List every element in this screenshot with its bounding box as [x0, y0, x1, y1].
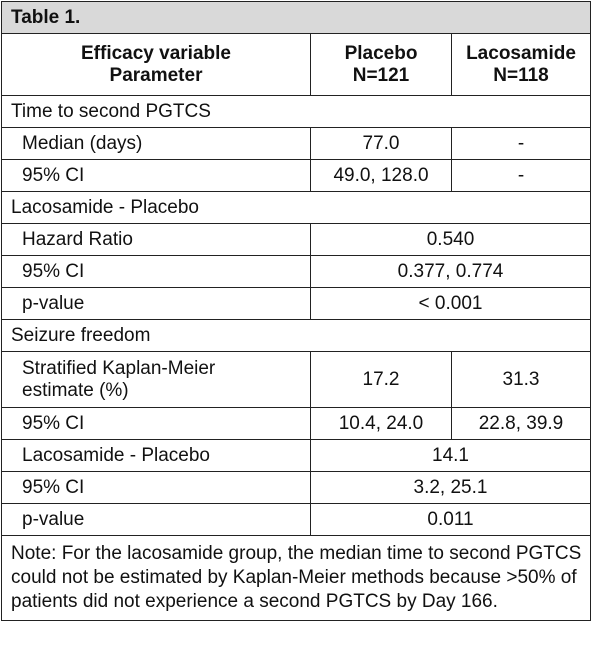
merged-value: 0.377, 0.774: [310, 255, 591, 288]
table-row: Time to second PGTCS: [1, 95, 591, 128]
header-col1-line1: Efficacy variable: [81, 42, 231, 64]
header-col1-line2: Parameter: [109, 64, 203, 86]
table-row: Seizure freedom: [1, 319, 591, 352]
row-label-line1: Stratified Kaplan-Meier: [22, 357, 216, 379]
table-caption: Table 1.: [1, 1, 591, 34]
merged-value: < 0.001: [310, 287, 591, 320]
table-row: 95% CI 3.2, 25.1: [1, 471, 591, 504]
header-col2-line1: Placebo: [344, 42, 418, 64]
merged-value: 0.540: [310, 223, 591, 256]
merged-value: 3.2, 25.1: [310, 471, 591, 504]
table-row: Lacosamide - Placebo 14.1: [1, 439, 591, 472]
placebo-value: 49.0, 128.0: [310, 159, 452, 192]
table-row: Median (days) 77.0 -: [1, 127, 591, 160]
row-label: Lacosamide - Placebo: [1, 439, 311, 472]
placebo-value: 10.4, 24.0: [310, 407, 452, 440]
lacosamide-value: -: [451, 127, 591, 160]
table-row: p-value 0.011: [1, 503, 591, 536]
table-caption-row: Table 1.: [1, 1, 591, 34]
row-label: Median (days): [1, 127, 311, 160]
placebo-value: 17.2: [310, 351, 452, 408]
efficacy-table: Table 1. Efficacy variable Parameter Pla…: [1, 1, 591, 621]
lacosamide-value: 22.8, 39.9: [451, 407, 591, 440]
row-label-line2: estimate (%): [22, 379, 129, 401]
row-label: 95% CI: [1, 255, 311, 288]
header-col3-line1: Lacosamide: [466, 42, 576, 64]
table-header-row: Efficacy variable Parameter Placebo N=12…: [1, 33, 591, 96]
table-note-row: Note: For the lacosamide group, the medi…: [1, 535, 591, 621]
table-row: p-value < 0.001: [1, 287, 591, 320]
row-label: Hazard Ratio: [1, 223, 311, 256]
table-row: 95% CI 0.377, 0.774: [1, 255, 591, 288]
table-note: Note: For the lacosamide group, the medi…: [1, 535, 591, 621]
table-row: 95% CI 10.4, 24.0 22.8, 39.9: [1, 407, 591, 440]
table-row: Lacosamide - Placebo: [1, 191, 591, 224]
section-heading: Seizure freedom: [1, 319, 591, 352]
row-label: 95% CI: [1, 471, 311, 504]
row-label: p-value: [1, 287, 311, 320]
header-lacosamide: Lacosamide N=118: [451, 33, 591, 96]
lacosamide-value: 31.3: [451, 351, 591, 408]
row-label: Stratified Kaplan-Meier estimate (%): [1, 351, 311, 408]
row-label: 95% CI: [1, 159, 311, 192]
header-efficacy-variable: Efficacy variable Parameter: [1, 33, 311, 96]
lacosamide-value: -: [451, 159, 591, 192]
table-row: Hazard Ratio 0.540: [1, 223, 591, 256]
table-row: Stratified Kaplan-Meier estimate (%) 17.…: [1, 351, 591, 408]
table-row: 95% CI 49.0, 128.0 -: [1, 159, 591, 192]
placebo-value: 77.0: [310, 127, 452, 160]
header-col2-line2: N=121: [352, 64, 410, 86]
section-heading: Lacosamide - Placebo: [1, 191, 591, 224]
header-col3-line2: N=118: [493, 64, 549, 86]
header-placebo: Placebo N=121: [310, 33, 452, 96]
merged-value: 14.1: [310, 439, 591, 472]
row-label: p-value: [1, 503, 311, 536]
row-label: 95% CI: [1, 407, 311, 440]
section-heading: Time to second PGTCS: [1, 95, 591, 128]
merged-value: 0.011: [310, 503, 591, 536]
